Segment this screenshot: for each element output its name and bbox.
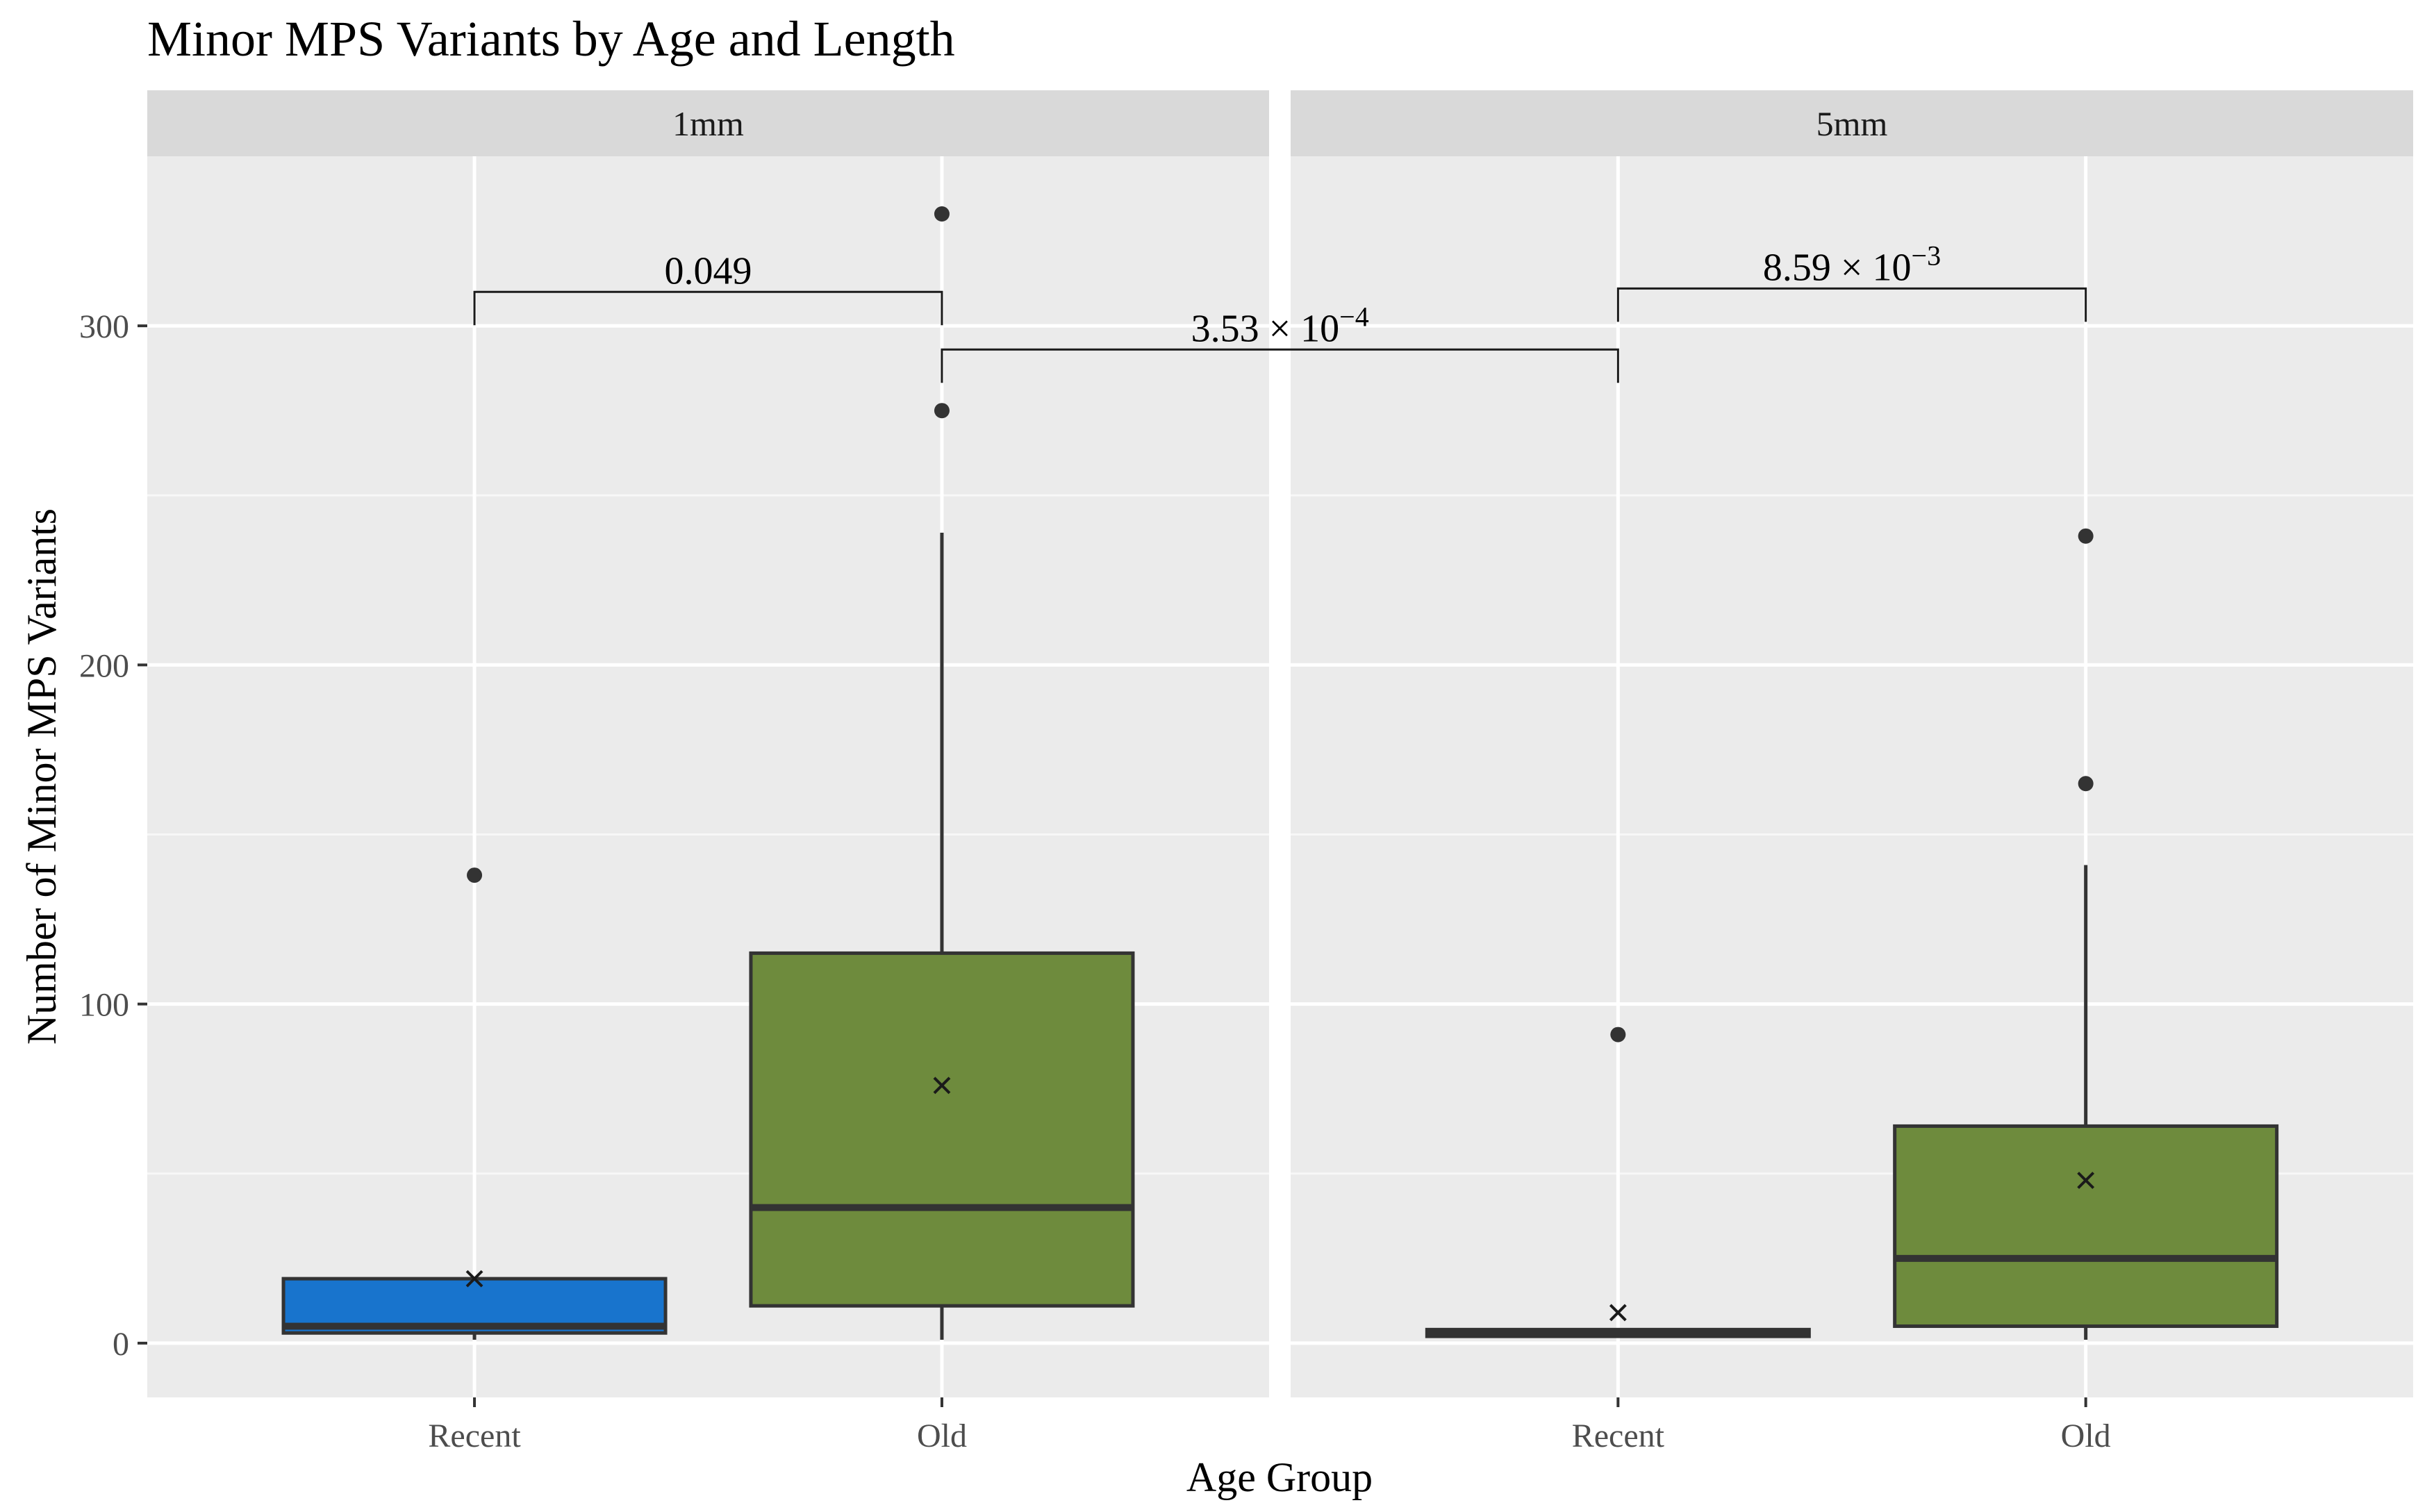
p-value-label: 3.53 × 10−4 [1191,301,1369,350]
x-tick-label: Old [917,1418,967,1454]
box-body [1893,1124,2279,1328]
y-tick-label: 0 [113,1326,129,1363]
y-tick-label: 300 [79,308,129,345]
y-axis-title: Number of Minor MPS Variants [19,508,65,1045]
facet-strip [1291,90,2413,156]
box-old [1893,528,2279,1340]
outlier-point [2078,528,2094,544]
facet-label: 1mm [672,104,744,143]
mean-marker [1609,1304,1627,1322]
mean-marker [933,1077,951,1095]
outlier-point [1610,1027,1626,1042]
x-tick-label: Old [2061,1418,2111,1454]
significance-bracket [941,348,1619,383]
y-tick-label: 200 [79,647,129,684]
mean-marker [465,1270,483,1288]
p-value-label: 8.59 × 10−3 [1763,240,1941,289]
box-body [749,951,1135,1308]
y-tick-label: 100 [79,987,129,1024]
significance-bracket [473,290,943,326]
mean-marker [2077,1172,2095,1189]
chart-title: Minor MPS Variants by Age and Length [147,11,955,67]
outlier-point [934,403,950,419]
x-tick-label: Recent [428,1418,521,1454]
box-recent [1425,1027,1811,1338]
outlier-point [467,867,483,883]
p-value-label: 0.049 [665,249,752,292]
plot-area: 1mm 5mm 0 100 200 300 Recent Old Recent Old 0.049 3… [79,90,2413,1454]
significance-bracket [1616,287,2087,322]
box-old [749,206,1135,1340]
outlier-point [2078,776,2094,792]
box-recent [281,867,668,1340]
facet-strip [147,90,1269,156]
x-axis-title: Age Group [1186,1454,1373,1500]
facet-label: 5mm [1816,104,1888,143]
outlier-point [934,206,950,222]
x-tick-label: Recent [1572,1418,1665,1454]
